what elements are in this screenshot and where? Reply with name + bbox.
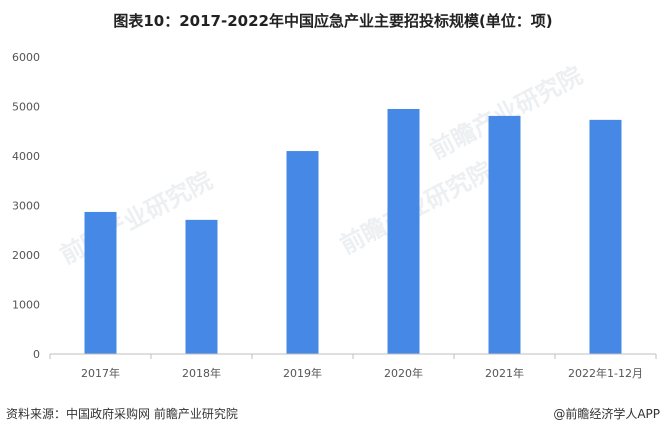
axes-layer <box>49 353 657 359</box>
source-note: 资料来源：中国政府采购网 前瞻产业研究院 <box>6 407 238 421</box>
x-tick-label-1: 2018年 <box>182 366 221 380</box>
x-tick-label-5: 2022年1-12月 <box>568 366 643 380</box>
bar-2 <box>286 151 319 354</box>
y-tick-label: 3000 <box>12 200 40 213</box>
y-tick-label: 2000 <box>12 249 40 262</box>
y-tick-label: 4000 <box>12 150 40 163</box>
y-tick-label: 6000 <box>12 51 40 64</box>
y-tick-label: 5000 <box>12 101 40 114</box>
bar-0 <box>84 211 117 354</box>
x-tick-label-4: 2021年 <box>485 366 524 380</box>
labels-layer: 0 1000 2000 3000 4000 5000 6000 2017年 2018年 2019年… <box>12 51 643 380</box>
chart-title: 图表10：2017-2022年中国应急产业主要招投标规模(单位：项) <box>113 12 553 30</box>
bar-5 <box>589 119 622 355</box>
bar-chart: 前瞻产业研究院前瞻产业研究院前瞻产业研究院 010002000300040005… <box>12 51 657 380</box>
x-tick-label-0: 2017年 <box>81 366 120 380</box>
x-tick-label-3: 2020年 <box>384 366 423 380</box>
x-tick-label-2: 2019年 <box>283 366 322 380</box>
bar-1 <box>185 219 218 354</box>
bar-4 <box>488 115 521 354</box>
y-tick-label: 0 <box>33 348 40 361</box>
bars-layer <box>84 108 622 355</box>
credit-note: @前瞻经济学人APP <box>553 407 660 421</box>
bar-3 <box>387 108 420 354</box>
y-tick-label: 1000 <box>12 299 40 312</box>
